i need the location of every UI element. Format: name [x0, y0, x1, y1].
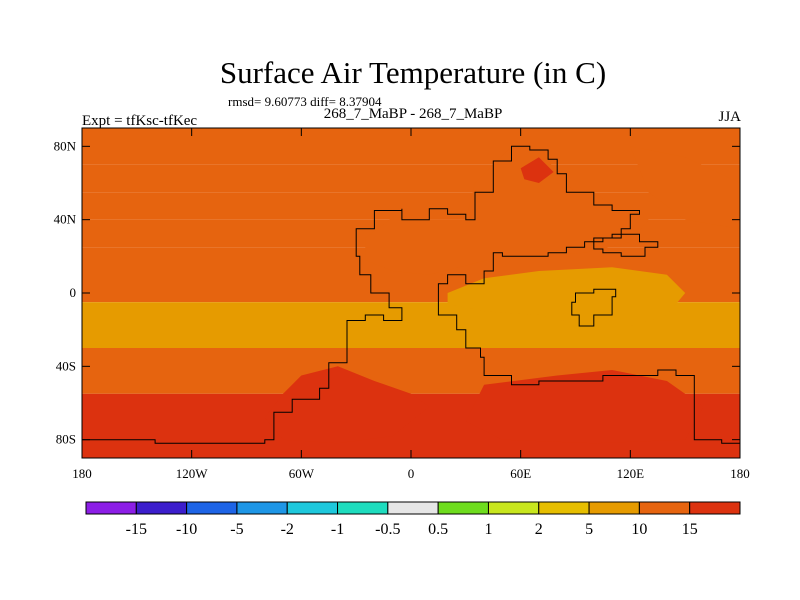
colorbar: -15 -10 -5 -2 -1 -0.5 0.5 1 2 5 10 15	[85, 501, 741, 538]
field-region-gondwana-east	[465, 370, 704, 444]
coastline-pangaea	[82, 145, 740, 458]
x-tick-label: 180	[72, 466, 92, 481]
field-region-gondwana-interior	[264, 366, 430, 444]
season-label: JJA	[718, 109, 741, 125]
colorbar-label: -10	[176, 521, 197, 538]
field-region-pangaea-north	[365, 146, 649, 275]
colorbar-swatch	[387, 501, 439, 515]
colorbar-label: -5	[230, 521, 243, 538]
colorbar-swatch	[588, 501, 640, 515]
colorbar-label: 1	[484, 521, 492, 538]
colorbar-label: 15	[682, 521, 698, 538]
stats-label: rmsd= 9.60773 diff= 8.37904	[228, 94, 382, 109]
coastline-layer	[82, 145, 740, 458]
chart-subtitle: 268_7_MaBP - 268_7_MaBP	[323, 106, 503, 122]
colorbar-label: 2	[535, 521, 543, 538]
colorbar-swatch	[487, 501, 540, 515]
colorbar-label: -15	[126, 521, 147, 538]
colorbar-swatch	[286, 501, 339, 515]
field-region-eastern-ocean-warm	[630, 146, 740, 229]
colorbar-swatch	[186, 501, 238, 515]
colorbar-swatch	[135, 501, 188, 515]
x-tick-label: 60E	[510, 466, 531, 481]
colorbar-swatch	[538, 501, 590, 515]
y-tick-label: 40N	[54, 212, 77, 227]
colorbar-swatch	[85, 501, 137, 515]
colorbar-swatch	[337, 501, 389, 515]
colorbar-label: 10	[631, 521, 647, 538]
colorbar-swatch	[689, 501, 741, 515]
field-layer	[82, 128, 740, 458]
coastline-northeast-spur	[593, 233, 659, 257]
y-tick-label: 80N	[54, 138, 77, 153]
x-tick-label: 180	[730, 466, 750, 481]
experiment-label: Expt = tfKsc-tfKec	[82, 113, 198, 129]
x-tick-label: 60W	[289, 466, 315, 481]
field-band	[82, 164, 740, 193]
axis-ticks: 180 120W 60W 0 60E 120E 180 80N 40N 0 40S 80S	[54, 128, 750, 481]
x-tick-label: 0	[408, 466, 415, 481]
coastline-eastern-island	[571, 288, 617, 327]
colorbar-swatch	[638, 501, 691, 515]
chart-title: Surface Air Temperature (in C)	[219, 55, 607, 90]
x-tick-label: 120W	[176, 466, 209, 481]
colorbar-label: -1	[331, 521, 344, 538]
colorbar-label: -2	[281, 521, 294, 538]
field-region-tethys-warm	[447, 267, 686, 326]
colorbar-label: -0.5	[375, 521, 400, 538]
colorbar-label: 5	[585, 521, 593, 538]
x-tick-label: 120E	[617, 466, 645, 481]
field-band	[82, 326, 740, 348]
field-band	[82, 348, 740, 376]
y-tick-label: 80S	[56, 432, 76, 447]
colorbar-swatch	[236, 501, 288, 515]
colorbar-label: 0.5	[428, 521, 448, 538]
colorbar-swatch	[437, 501, 489, 515]
field-region-northern-hotspot	[520, 157, 554, 183]
y-tick-label: 0	[70, 285, 77, 300]
y-tick-label: 40S	[56, 358, 76, 373]
